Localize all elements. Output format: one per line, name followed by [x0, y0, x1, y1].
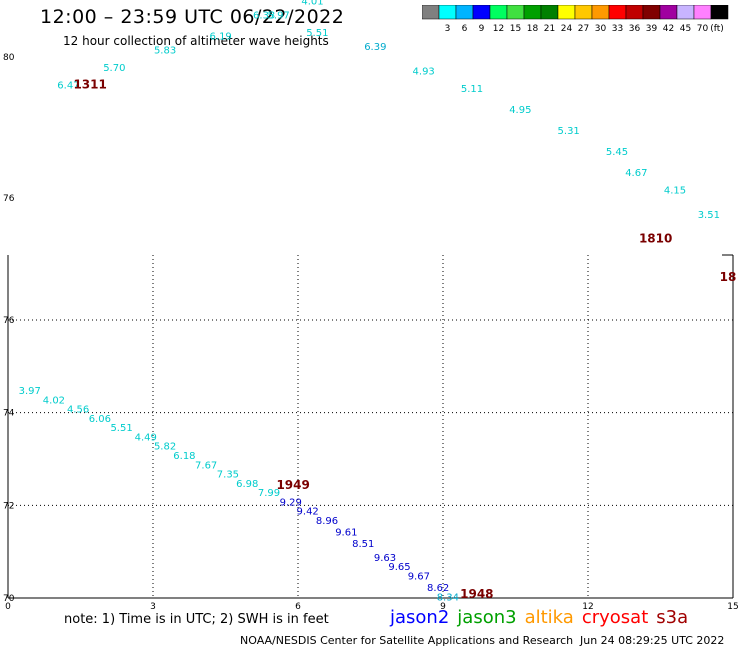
colorbar-tick-label: 6 [462, 24, 468, 34]
wave-height-value: 6.33 [253, 11, 275, 22]
colorbar-tick-label: 45 [680, 24, 691, 34]
wave-height-value: 6.98 [236, 479, 258, 490]
wave-height-value: 6.19 [210, 32, 232, 43]
wave-height-value: 8.51 [352, 539, 374, 550]
y-tick-label: 74 [3, 409, 15, 419]
wave-height-value: 4.01 [301, 0, 323, 8]
wave-height-value: 5.70 [103, 63, 125, 74]
wave-height-value: 4.49 [135, 432, 157, 443]
satellite-pass-label: 1948 [460, 587, 493, 601]
colorbar-tick-label: 18 [527, 24, 539, 34]
wave-height-value: 8.96 [316, 516, 338, 527]
colorbar-tick-label: 3 [445, 24, 451, 34]
wave-height-value: 9.29 [280, 497, 302, 508]
y-tick-label: 76 [3, 316, 15, 326]
y-tick-label: 70 [3, 594, 15, 604]
colorbar-tick-label: 39 [646, 24, 658, 34]
colorbar-tick-label: 15 [510, 24, 521, 34]
satellite-pass-label: 1949 [276, 478, 309, 492]
wave-height-value: 5.31 [558, 126, 580, 137]
wave-height-value: 6.06 [89, 414, 111, 425]
wave-height-value: 5.45 [606, 147, 628, 158]
wave-height-value: 7.99 [258, 488, 280, 499]
chart-title: 12:00 – 23:59 UTC 06/22/2022 [40, 6, 345, 28]
satellite-pass-label: 18 [720, 270, 737, 284]
colorbar-unit: (ft) [710, 24, 724, 34]
colorbar-tick-label: 21 [544, 24, 555, 34]
legend-item-jason3: jason3 [457, 607, 517, 628]
x-tick-label: 6 [295, 602, 301, 612]
wave-height-value: 9.61 [335, 527, 357, 538]
legend-item-cryosat: cryosat [581, 607, 649, 628]
wave-height-value: 7.35 [217, 470, 239, 481]
colorbar-tick-label: 36 [629, 24, 641, 34]
wave-height-value: 5.11 [461, 84, 483, 95]
x-tick-label: 15 [727, 602, 738, 612]
wave-height-value: 8.34 [437, 592, 459, 603]
colorbar-swatch [710, 5, 729, 20]
y-tick-label: 80 [3, 53, 15, 63]
footer-note: note: 1) Time is in UTC; 2) SWH is in fe… [64, 612, 329, 627]
colorbar-tick-label: 70 [697, 24, 709, 34]
wave-height-value: 9.63 [374, 553, 396, 564]
x-tick-label: 9 [440, 602, 446, 612]
wave-height-value: 4.67 [625, 168, 647, 179]
colorbar-tick-label: 24 [561, 24, 573, 34]
legend-item-altika: altika [524, 607, 574, 628]
wave-height-value: 8.62 [427, 583, 449, 594]
swh-colorbar: 3 6 9 12 15 18 21 24 27 30 33 36 39 42 45 70 (ft) [422, 5, 729, 34]
colorbar-tick-label: 27 [578, 24, 589, 34]
wave-height-value: 6.39 [364, 42, 386, 53]
satellite-pass-label: 1311 [73, 78, 106, 92]
generated-timestamp: Jun 24 08:29:25 UTC 2022 [580, 634, 725, 647]
wave-height-value: 5.83 [154, 46, 176, 57]
wave-height-value: 4.15 [664, 186, 686, 197]
wave-height-value: 6.47 [57, 81, 79, 92]
wave-height-value: 9.67 [408, 571, 430, 582]
wave-height-value: 4.56 [67, 405, 89, 416]
colorbar-tick-label: 12 [493, 24, 504, 34]
wave-height-value: 5.97 [268, 11, 290, 22]
colorbar-tick-label: 42 [663, 24, 674, 34]
satellite-pass-label: 1810 [639, 232, 672, 246]
wave-height-value: 9.42 [297, 507, 319, 518]
chart-subtitle: 12 hour collection of altimeter wave hei… [63, 34, 329, 48]
legend-item-jason2: jason2 [390, 607, 450, 628]
wave-height-value: 5.51 [306, 28, 328, 39]
wave-height-value: 9.65 [388, 562, 410, 573]
colorbar-tick-label: 33 [612, 24, 623, 34]
x-tick-label: 0 [5, 602, 11, 612]
satellite-legend: jason2 jason3 altika cryosat s3a [390, 607, 696, 628]
wave-height-value: 3.51 [698, 210, 720, 221]
colorbar-tick-label: 30 [595, 24, 607, 34]
wave-height-value: 4.93 [413, 67, 435, 78]
wave-height-value: 4.95 [509, 105, 531, 116]
wave-height-value: 3.97 [19, 386, 41, 397]
wave-height-value: 5.82 [154, 442, 176, 453]
colorbar-tick-label: 9 [479, 24, 485, 34]
x-tick-label: 3 [150, 602, 156, 612]
y-tick-label: 72 [3, 501, 14, 511]
wave-height-value: 4.02 [43, 395, 65, 406]
y-tick-label: 76 [3, 194, 15, 204]
legend-item-s3a: s3a [656, 607, 689, 628]
x-tick-label: 12 [582, 602, 593, 612]
wave-height-value: 6.18 [173, 451, 195, 462]
wave-height-value: 5.51 [110, 423, 132, 434]
credit-text: NOAA/NESDIS Center for Satellite Applica… [240, 634, 574, 647]
wave-height-value: 7.67 [195, 460, 217, 471]
